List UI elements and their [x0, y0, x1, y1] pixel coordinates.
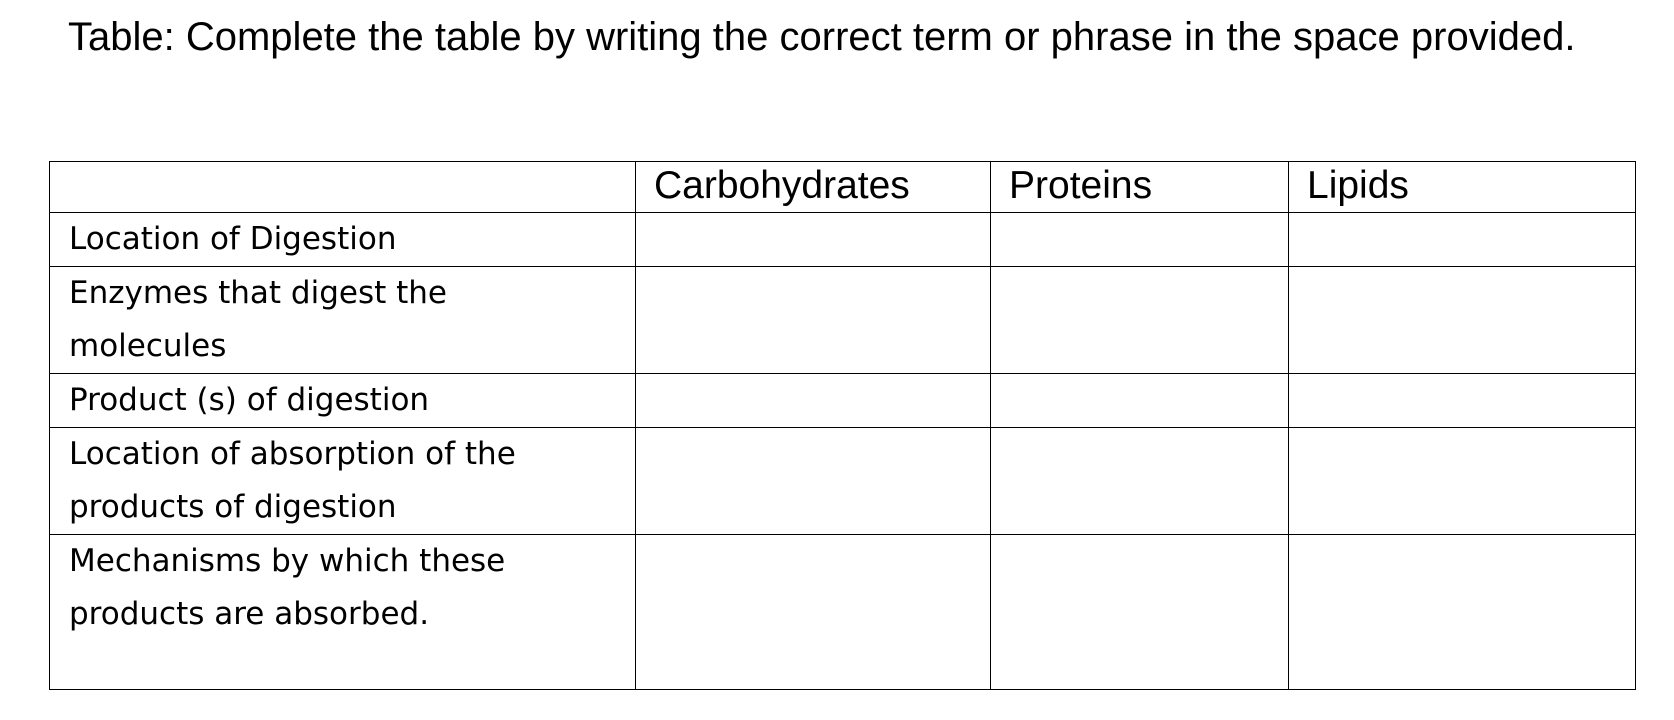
- header-row: Carbohydrates Proteins Lipids: [49, 161, 1636, 213]
- table-row: Location of absorption of the products o…: [49, 427, 1636, 535]
- row-label: Mechanisms by which these products are a…: [49, 534, 636, 690]
- header-carbohydrates: Carbohydrates: [635, 161, 991, 213]
- answer-cell[interactable]: [1288, 534, 1636, 690]
- answer-cell[interactable]: [1288, 427, 1636, 535]
- answer-cell[interactable]: [1288, 212, 1636, 267]
- answer-cell[interactable]: [990, 212, 1289, 267]
- answer-cell[interactable]: [990, 427, 1289, 535]
- answer-cell[interactable]: [990, 266, 1289, 374]
- table-row: Enzymes that digest the molecules: [49, 266, 1636, 374]
- header-blank: [49, 161, 636, 213]
- header-proteins: Proteins: [990, 161, 1289, 213]
- row-label: Product (s) of digestion: [49, 373, 636, 428]
- table-row: Product (s) of digestion: [49, 373, 1636, 428]
- answer-cell[interactable]: [635, 534, 991, 690]
- answer-cell[interactable]: [990, 534, 1289, 690]
- instructions-title: Table: Complete the table by writing the…: [68, 15, 1576, 59]
- answer-cell[interactable]: [635, 427, 991, 535]
- row-label: Enzymes that digest the molecules: [49, 266, 636, 374]
- row-label: Location of absorption of the products o…: [49, 427, 636, 535]
- digestion-table: Carbohydrates Proteins Lipids Location o…: [49, 161, 1636, 690]
- answer-cell[interactable]: [635, 266, 991, 374]
- row-label: Location of Digestion: [49, 212, 636, 267]
- header-lipids: Lipids: [1288, 161, 1636, 213]
- table-row: Location of Digestion: [49, 212, 1636, 267]
- table-row: Mechanisms by which these products are a…: [49, 534, 1636, 690]
- answer-cell[interactable]: [635, 212, 991, 267]
- answer-cell[interactable]: [635, 373, 991, 428]
- answer-cell[interactable]: [1288, 266, 1636, 374]
- answer-cell[interactable]: [1288, 373, 1636, 428]
- answer-cell[interactable]: [990, 373, 1289, 428]
